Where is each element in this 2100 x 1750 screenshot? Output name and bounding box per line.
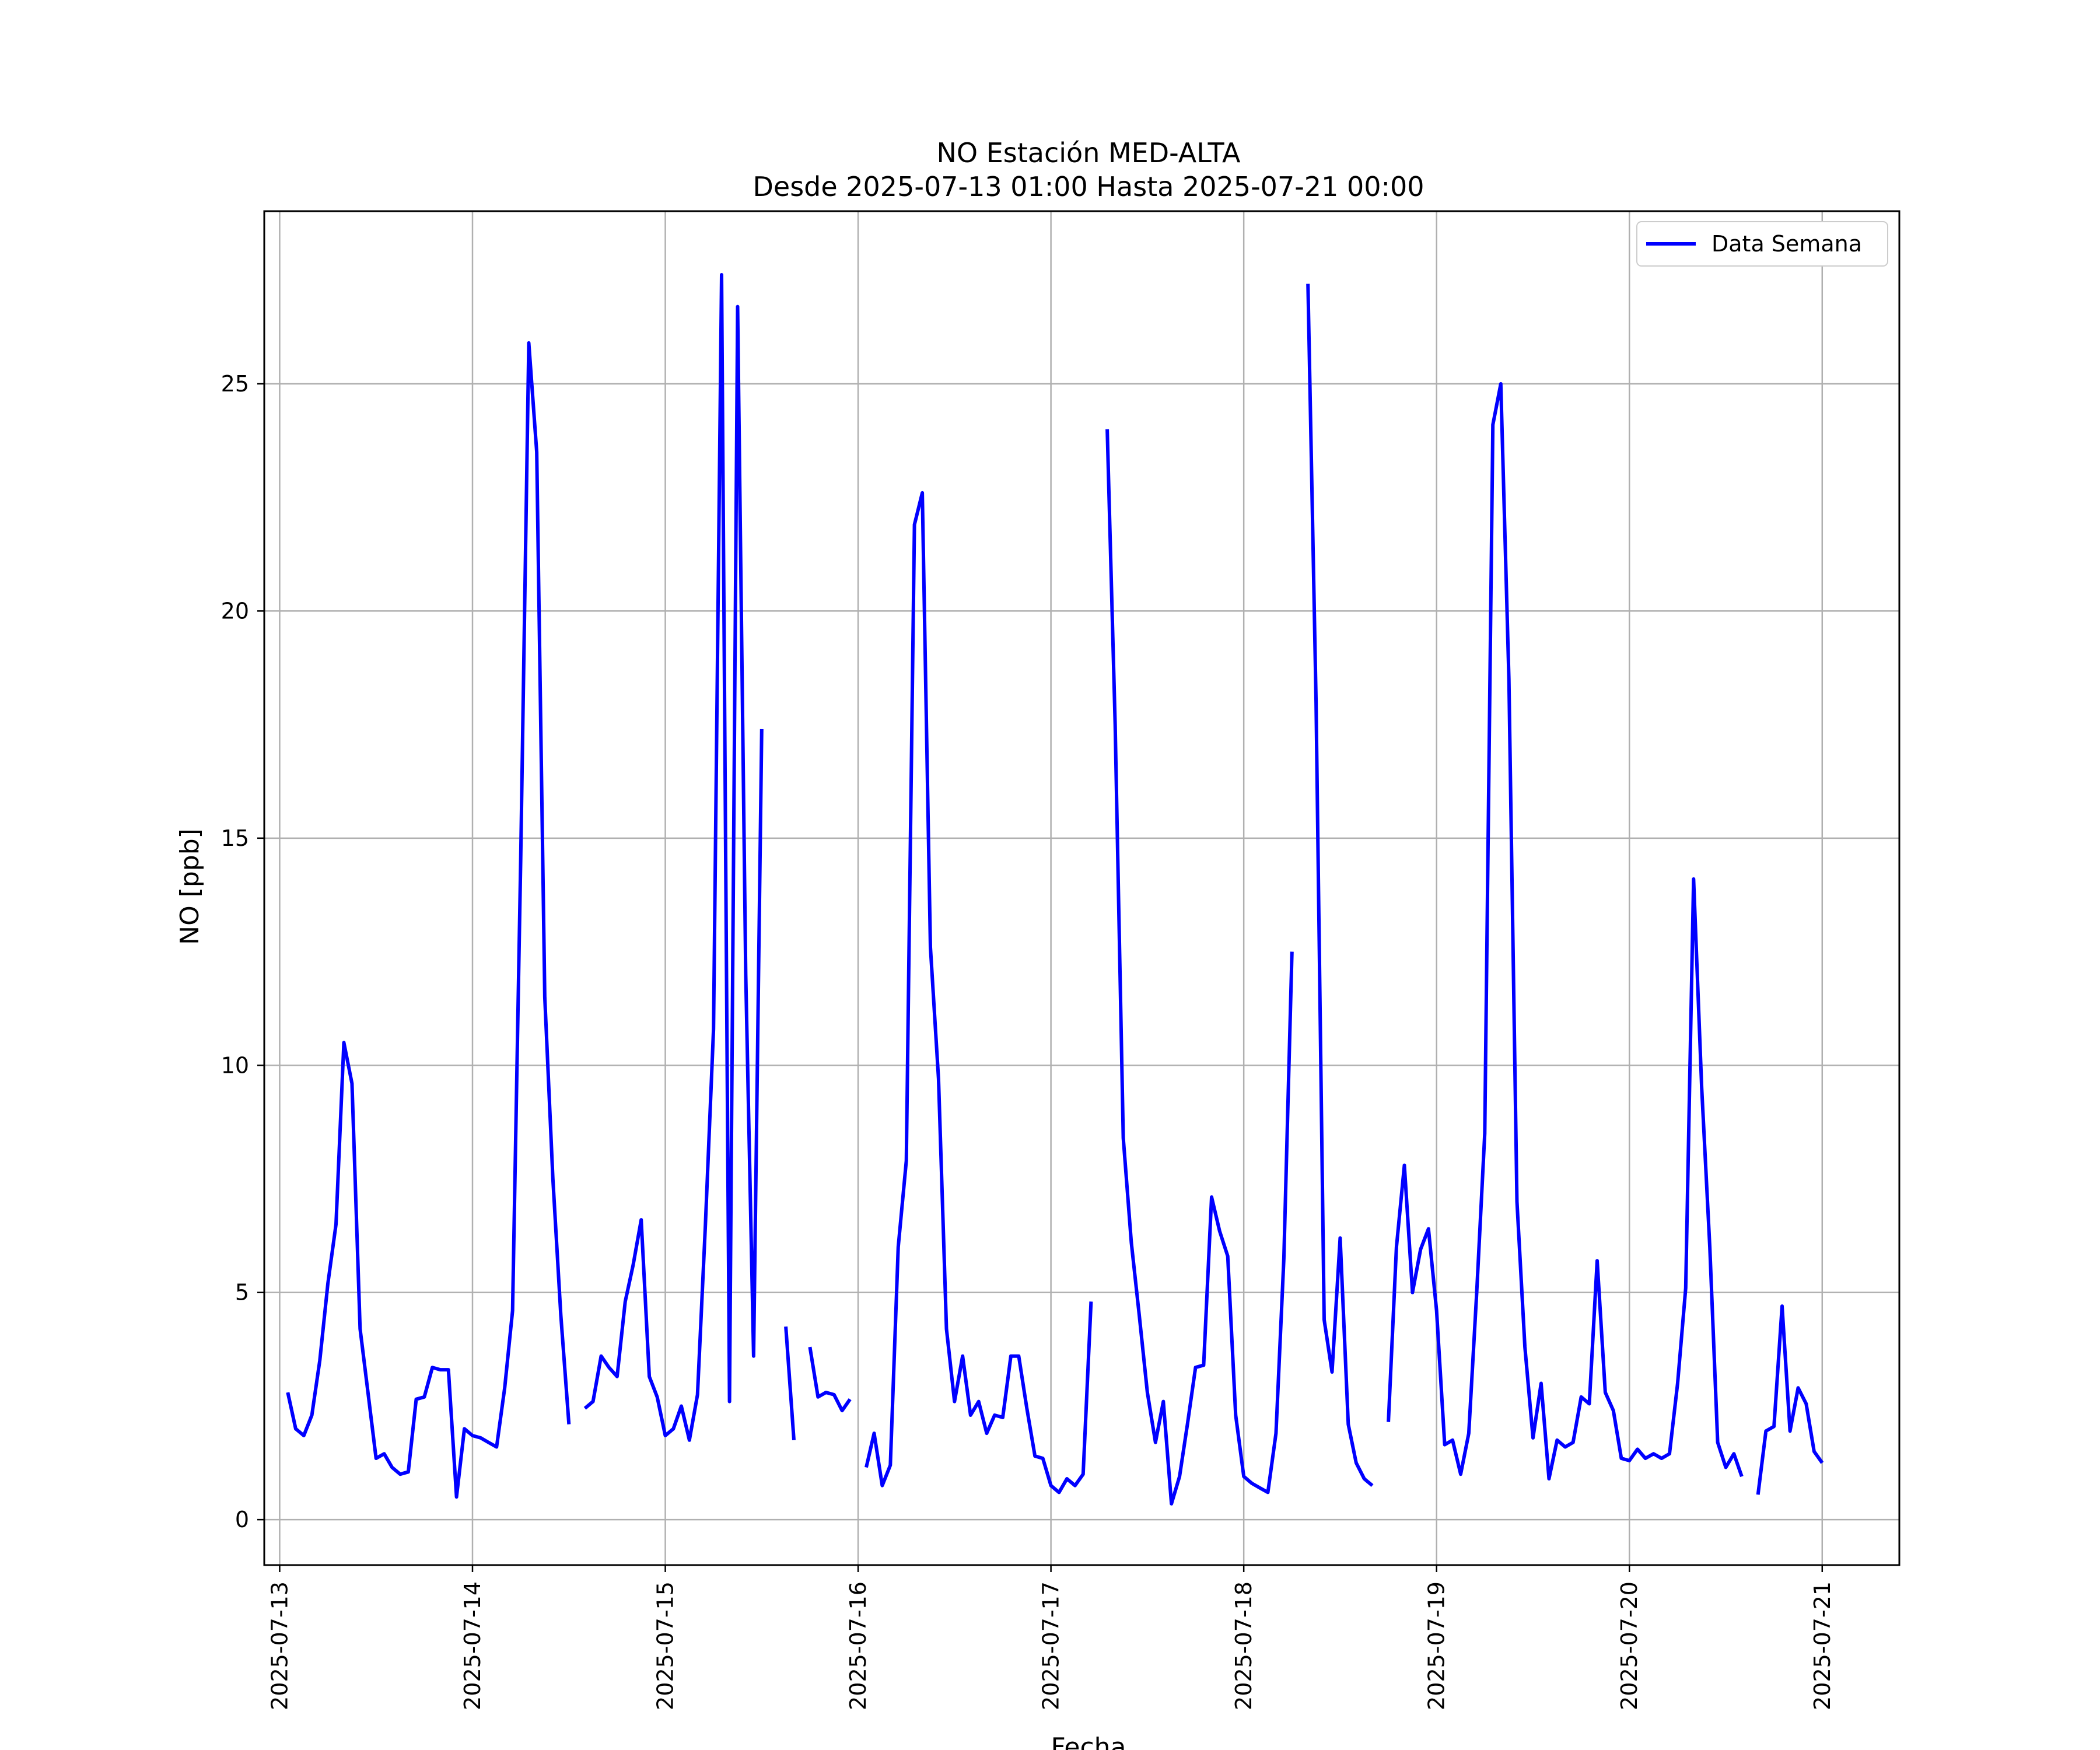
y-axis: 0 5 10 15 20 25 — [221, 371, 264, 1532]
x-tick-label: 2025-07-19 — [1424, 1581, 1450, 1710]
y-tick-label: 15 — [221, 825, 249, 851]
x-axis-label: Fecha — [1051, 1732, 1126, 1750]
y-axis-label: NO [ppb] — [175, 828, 205, 945]
x-tick-label: 2025-07-17 — [1038, 1581, 1064, 1710]
legend[interactable]: Data Semana — [1636, 221, 1888, 267]
chart-title: NO Estación MED-ALTA — [936, 137, 1241, 169]
y-tick-label: 25 — [221, 371, 249, 397]
plot-area — [286, 273, 1824, 1506]
series-line-0 — [286, 273, 1824, 1506]
legend-entry-label: Data Semana — [1712, 231, 1862, 257]
chart-subtitle: Desde 2025-07-13 01:00 Hasta 2025-07-21 … — [752, 171, 1424, 202]
x-tick-label: 2025-07-21 — [1810, 1581, 1835, 1710]
y-tick-label: 5 — [235, 1280, 249, 1306]
x-tick-label: 2025-07-13 — [267, 1581, 292, 1710]
axes-frame — [263, 210, 1901, 1566]
y-tick-label: 0 — [235, 1507, 249, 1532]
y-tick-label: 10 — [221, 1052, 249, 1078]
legend-box — [1636, 221, 1888, 267]
x-tick-label: 2025-07-14 — [460, 1581, 485, 1710]
x-tick-label: 2025-07-18 — [1231, 1581, 1256, 1710]
x-tick-label: 2025-07-20 — [1616, 1581, 1642, 1710]
x-tick-label: 2025-07-15 — [653, 1581, 678, 1710]
y-tick-label: 20 — [221, 598, 249, 624]
grid — [264, 211, 1899, 1565]
x-axis: 2025-07-13 2025-07-14 2025-07-15 2025-07-16… — [267, 1565, 1835, 1710]
x-tick-label: 2025-07-16 — [845, 1581, 871, 1710]
